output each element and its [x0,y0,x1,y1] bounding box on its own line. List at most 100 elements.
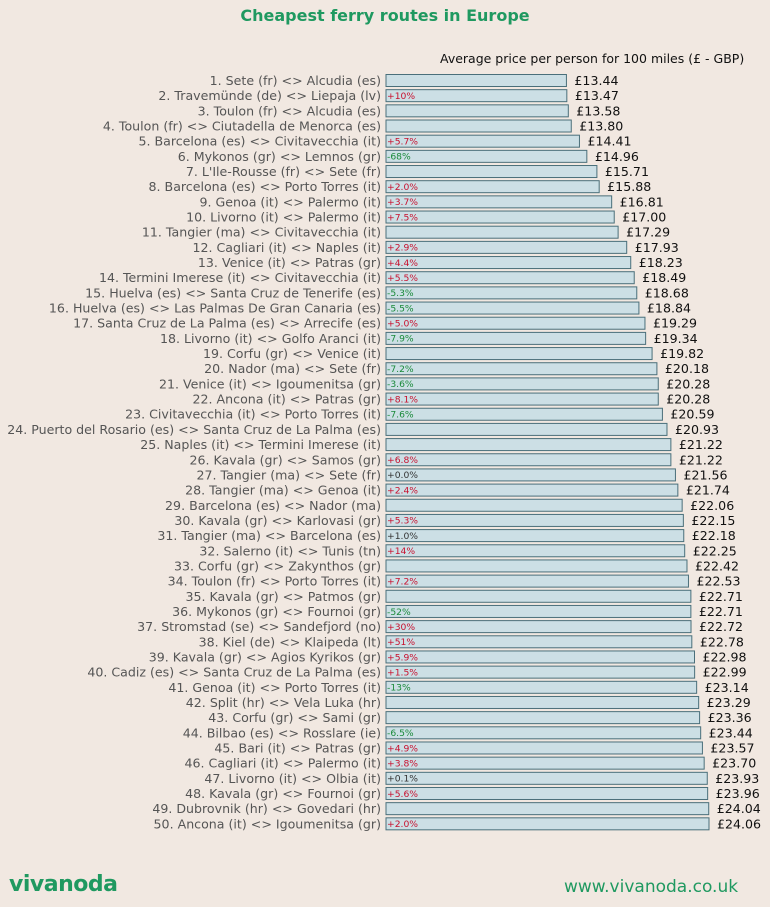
chart-rows: 1. Sete (fr) <> Alcudia (es) £13.44 2. Tra… [7,73,761,831]
price-bar [385,347,653,361]
route-label: 9. Genoa (it) <> Palermo (it) [200,194,382,209]
route-label: 11. Tangier (ma) <> Civitavecchia (it) [142,225,381,240]
route-label: 35. Kavala (gr) <> Patmos (gr) [185,589,381,604]
website-link[interactable]: www.vivanoda.co.uk [564,877,739,897]
price-bar [385,165,598,179]
route-label: 30. Kavala (gr) <> Karlovasi (gr) [174,513,381,528]
route-label: 29. Barcelona (es) <> Nador (ma) [165,498,381,513]
price-label: £23.14 [705,680,749,695]
price-bar [385,104,569,118]
price-bar [385,180,600,194]
price-label: £24.04 [717,801,761,816]
price-label: £13.47 [575,88,619,103]
price-label: £20.28 [666,376,710,391]
price-label: £17.00 [622,210,666,225]
change-label: +3.8% [387,758,418,769]
price-bar [385,468,676,482]
route-label: 14. Termini Imerese (it) <> Civitavecchi… [99,270,381,285]
route-label: 46. Cagliari (it) <> Palermo (it) [185,756,382,771]
price-label: £18.68 [645,285,689,300]
price-label: £23.70 [712,756,756,771]
change-label: +1.0% [387,531,418,542]
route-label: 16. Huelva (es) <> Las Palmas De Gran Ca… [49,301,381,316]
route-label: 2. Travemünde (de) <> Liepaja (lv) [158,88,381,103]
route-label: 37. Stromstad (se) <> Sandefjord (no) [137,619,381,634]
change-label: +2.9% [387,243,418,254]
route-label: 43. Corfu (gr) <> Sami (gr) [208,710,381,725]
price-bar [385,574,689,588]
route-label: 47. Livorno (it) <> Olbia (it) [204,771,381,786]
price-label: £21.56 [683,467,727,482]
price-label: £23.44 [709,725,753,740]
route-label: 36. Mykonos (gr) <> Fournoi (gr) [172,604,381,619]
price-label: £15.71 [605,164,649,179]
price-bar [385,498,683,512]
route-label: 6. Mykonos (gr) <> Lemnos (gr) [178,149,381,164]
price-bar [385,771,708,785]
price-label: £14.96 [595,149,639,164]
chart-title: Cheapest ferry routes in Europe [240,6,530,25]
route-label: 45. Bari (it) <> Patras (gr) [214,740,381,755]
price-bar [385,604,692,618]
price-label: £18.49 [642,270,686,285]
price-label: £22.71 [699,589,743,604]
change-label: +10% [387,91,415,102]
change-label: -7.9% [387,334,414,345]
price-label: £22.72 [699,619,743,634]
change-label: +0.1% [387,774,418,785]
price-label: £24.06 [717,816,761,831]
change-label: +5.7% [387,136,418,147]
price-label: £23.29 [707,695,751,710]
change-label: -68% [387,152,411,163]
route-label: 8. Barcelona (es) <> Porto Torres (it) [149,179,381,194]
change-label: +2.4% [387,485,418,496]
route-label: 4. Toulon (fr) <> Ciutadella de Menorca … [103,119,381,134]
price-bar [385,483,679,497]
route-label: 20. Nador (ma) <> Sete (fr) [204,361,381,376]
route-label: 40. Cadiz (es) <> Santa Cruz de La Palma… [87,665,381,680]
route-label: 17. Santa Cruz de La Palma (es) <> Arrec… [73,316,381,331]
price-bar [385,680,698,694]
price-label: £22.99 [703,665,747,680]
price-label: £21.74 [686,483,730,498]
route-label: 23. Civitavecchia (it) <> Porto Torres (… [125,407,381,422]
price-bar [385,559,688,573]
price-label: £22.53 [696,574,740,589]
route-label: 50. Ancona (it) <> Igoumenitsa (gr) [154,816,381,831]
route-label: 27. Tangier (ma) <> Sete (fr) [196,467,381,482]
route-label: 24. Puerto del Rosario (es) <> Santa Cru… [7,422,381,437]
price-bar [385,711,701,725]
route-label: 21. Venice (it) <> Igoumenitsa (gr) [159,376,381,391]
price-label: £14.41 [587,134,631,149]
route-label: 3. Toulon (fr) <> Alcudia (es) [198,103,381,118]
route-label: 41. Genoa (it) <> Porto Torres (it) [168,680,381,695]
change-label: -13% [387,683,411,694]
route-label: 18. Livorno (it) <> Golfo Aranci (it) [160,331,381,346]
route-label: 44. Bilbao (es) <> Rosslare (ie) [183,725,381,740]
price-bar [385,286,638,300]
change-label: +2.0% [387,182,418,193]
price-bar [385,89,568,103]
route-label: 34. Toulon (fr) <> Porto Torres (it) [168,574,381,589]
price-label: £20.93 [675,422,719,437]
price-label: £13.44 [574,73,618,88]
price-label: £23.96 [716,786,760,801]
route-label: 38. Kiel (de) <> Klaipeda (lt) [199,634,381,649]
price-label: £22.15 [691,513,735,528]
price-bar [385,392,659,406]
price-label: £22.98 [703,649,747,664]
price-bar [385,377,659,391]
route-label: 48. Kavala (gr) <> Fournoi (gr) [185,786,381,801]
price-label: £19.82 [660,346,704,361]
route-label: 12. Cagliari (it) <> Naples (it) [192,240,381,255]
price-label: £22.06 [690,498,734,513]
change-label: +4.9% [387,743,418,754]
price-label: £15.88 [607,179,651,194]
price-bar [385,695,700,709]
route-label: 31. Tangier (ma) <> Barcelona (es) [157,528,381,543]
price-bar [385,589,692,603]
price-label: £20.59 [670,407,714,422]
price-label: £22.18 [692,528,736,543]
price-bar [385,195,613,209]
price-bar [385,119,572,133]
